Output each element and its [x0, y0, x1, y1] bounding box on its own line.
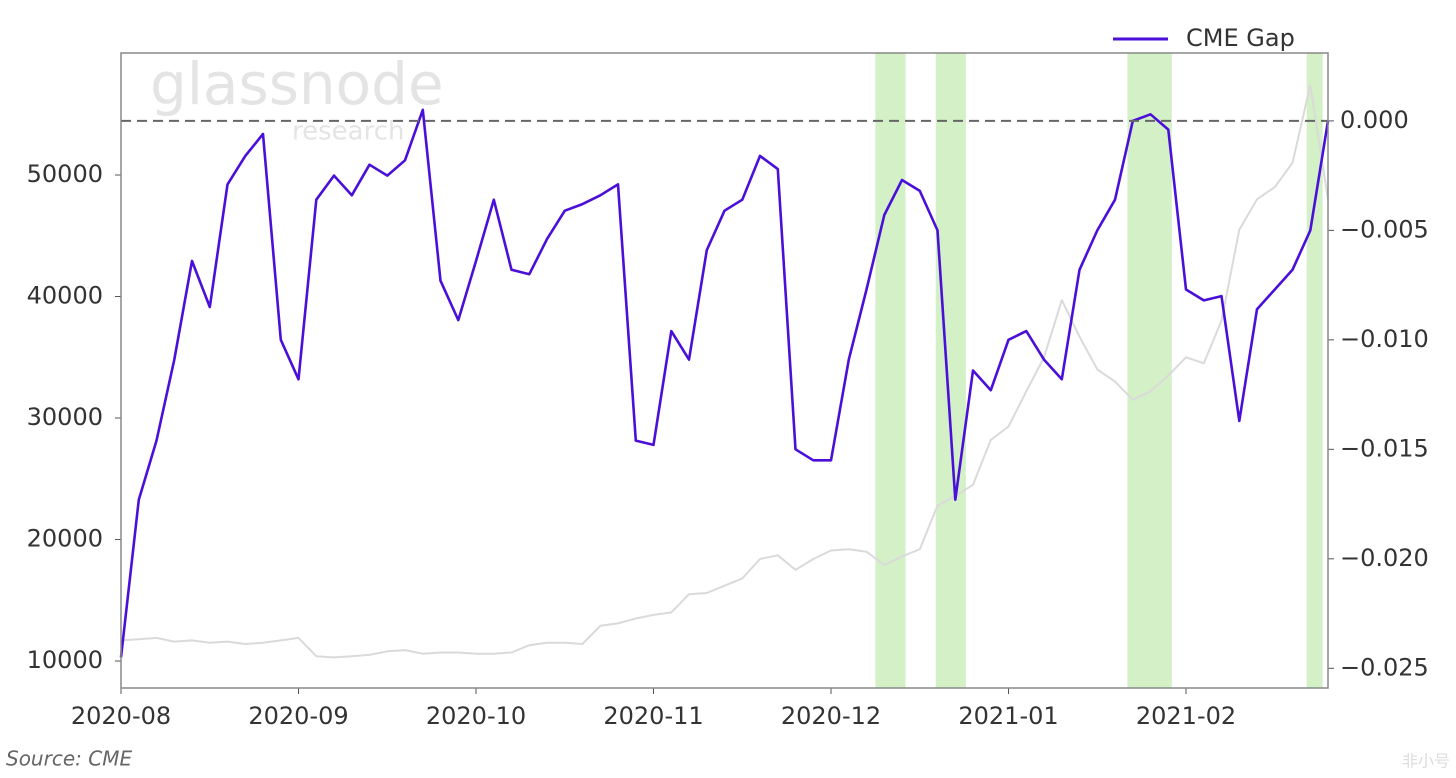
x-tick-label: 2020-11 — [603, 702, 703, 730]
y-tick-label: 20000 — [27, 525, 103, 553]
y2-tick-label: −0.025 — [1340, 653, 1429, 681]
corner-mark: 非小号 — [1402, 752, 1450, 771]
x-tick-label: 2020-12 — [781, 702, 881, 730]
watermark: glassnode — [150, 50, 444, 118]
shaded-span — [1306, 53, 1323, 688]
x-tick-label: 2020-10 — [426, 702, 526, 730]
shaded-span — [935, 53, 966, 688]
y2-tick-label: −0.015 — [1340, 434, 1429, 462]
y-tick-label: 30000 — [27, 403, 103, 431]
y-tick-label: 40000 — [27, 282, 103, 310]
y-tick-label: 10000 — [27, 646, 103, 674]
x-tick-label: 2021-02 — [1136, 702, 1236, 730]
shaded-span — [1127, 53, 1172, 688]
shaded-span — [875, 53, 906, 688]
x-tick-label: 2020-09 — [248, 702, 348, 730]
line-series — [120, 84, 1329, 659]
x-tick-label: 2021-01 — [958, 702, 1058, 730]
source: Source: CME — [6, 747, 132, 771]
y-tick-label: 50000 — [27, 160, 103, 188]
y2-tick-label: −0.010 — [1340, 325, 1429, 353]
plot-frame — [120, 52, 1329, 689]
y2-tick-label: −0.005 — [1340, 215, 1429, 243]
y2-tick-label: 0.000 — [1340, 106, 1409, 134]
x-tick-label: 2020-08 — [71, 702, 171, 730]
legend-label: CME Gap — [1186, 24, 1295, 52]
y2-tick-label: −0.020 — [1340, 544, 1429, 572]
line-series — [119, 108, 1330, 658]
